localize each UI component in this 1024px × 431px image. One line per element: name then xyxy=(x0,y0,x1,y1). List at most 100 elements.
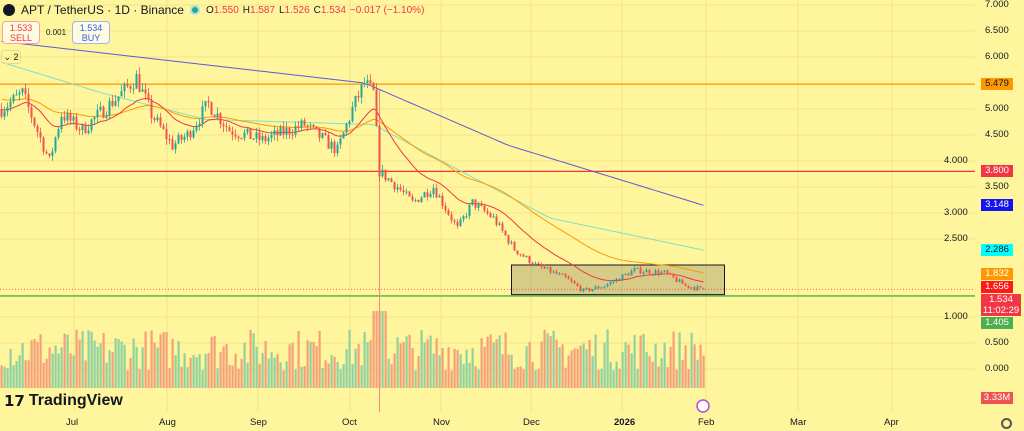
candle-body xyxy=(402,190,405,193)
candle-body xyxy=(333,141,336,154)
volume-bar xyxy=(420,330,423,388)
candle-body xyxy=(648,270,651,274)
volume-bar xyxy=(501,354,504,388)
volume-bar xyxy=(33,338,36,388)
volume-bar xyxy=(348,329,351,388)
volume-bar xyxy=(393,353,396,388)
symbol-title[interactable]: APT / TetherUS · 1D · Binance xyxy=(21,3,184,17)
candle-body xyxy=(99,106,102,110)
volume-bar xyxy=(435,338,438,388)
candle-body xyxy=(270,134,273,139)
candle-body xyxy=(450,214,453,221)
volume-bar xyxy=(429,335,432,388)
candle-body xyxy=(672,273,675,278)
volume-bar xyxy=(384,311,387,388)
candle-body xyxy=(3,111,6,117)
y-axis-tick: 3.000 xyxy=(944,207,968,218)
buy-button[interactable]: 1.534 BUY xyxy=(72,21,111,44)
volume-bar xyxy=(132,338,135,388)
sell-label: SELL xyxy=(9,33,33,43)
candle-body xyxy=(252,138,255,140)
volume-bar xyxy=(225,343,228,388)
candle-body xyxy=(510,242,513,244)
candle-body xyxy=(663,270,666,272)
volume-bar xyxy=(213,336,216,388)
candle-body xyxy=(84,124,87,134)
volume-bar xyxy=(27,360,30,388)
volume-bar xyxy=(546,333,549,388)
candle-body xyxy=(285,127,288,135)
candle-body xyxy=(513,242,516,251)
x-axis-tick: Nov xyxy=(433,417,450,428)
volume-bar xyxy=(180,366,183,388)
volume-bar xyxy=(660,358,663,388)
trade-panel: 1.533 SELL 0.001 1.534 BUY xyxy=(2,21,111,44)
volume-bar xyxy=(423,342,426,388)
candle-body xyxy=(420,197,423,203)
indicators-collapse-button[interactable]: ⌄ 2 xyxy=(1,50,21,64)
x-axis-tick: Apr xyxy=(884,417,899,428)
candle-body xyxy=(516,250,519,255)
candle-body xyxy=(456,221,459,226)
candle-body xyxy=(696,286,699,290)
candle-body xyxy=(123,83,126,92)
volume-bar xyxy=(30,340,33,388)
volume-bar xyxy=(255,347,258,388)
candle-body xyxy=(303,120,306,126)
candle-body xyxy=(504,230,507,236)
volume-bar xyxy=(699,344,702,388)
volume-bar xyxy=(84,360,87,388)
volume-bar xyxy=(693,344,696,388)
volume-bar xyxy=(129,358,132,388)
candle-body xyxy=(312,124,315,127)
candle-body xyxy=(48,153,51,156)
volume-bar xyxy=(663,342,666,388)
candle-body xyxy=(249,128,252,140)
tradingview-logo[interactable]: 𝟭𝟳 TradingView xyxy=(4,392,123,410)
volume-bar xyxy=(120,341,123,388)
volume-bar xyxy=(138,369,141,388)
candle-body xyxy=(324,133,327,136)
candle-body xyxy=(153,118,156,121)
volume-bar xyxy=(105,362,108,388)
close-value: 1.534 xyxy=(320,4,346,16)
volume-bar xyxy=(207,352,210,388)
candle-body xyxy=(642,272,645,274)
candle-body xyxy=(636,267,639,269)
volume-bar xyxy=(357,344,360,388)
candle-body xyxy=(486,210,489,214)
indicators-count: 2 xyxy=(13,52,19,62)
candle-body xyxy=(132,88,135,90)
candle-body xyxy=(201,106,204,124)
tv-logo-icon: 𝟭𝟳 xyxy=(4,393,25,410)
sell-button[interactable]: 1.533 SELL xyxy=(2,21,40,44)
volume-bar xyxy=(54,345,57,388)
candle-body xyxy=(342,132,345,139)
flash-icon[interactable] xyxy=(696,399,710,413)
candle-body xyxy=(378,126,381,177)
volume-bar xyxy=(564,367,567,388)
volume-bar xyxy=(417,356,420,388)
sell-price: 1.533 xyxy=(9,23,33,33)
volume-bar xyxy=(228,364,231,388)
volume-bar xyxy=(438,355,441,388)
volume-bar xyxy=(645,351,648,388)
candle-body xyxy=(54,137,57,152)
candle-body xyxy=(294,125,297,135)
candle-body xyxy=(93,117,96,120)
volume-bar xyxy=(123,344,126,388)
volume-bar xyxy=(354,348,357,388)
price-tag: 1.656 xyxy=(981,280,1013,293)
volume-bar xyxy=(165,331,168,388)
candle-body xyxy=(591,289,594,291)
candle-body xyxy=(531,263,534,265)
settings-gear-icon[interactable] xyxy=(1001,418,1012,429)
volume-bar xyxy=(459,354,462,388)
candle-body xyxy=(564,274,567,277)
market-status-icon[interactable] xyxy=(189,5,200,15)
candle-body xyxy=(363,82,366,85)
candle-body xyxy=(597,286,600,289)
volume-bar xyxy=(603,342,606,388)
candle-body xyxy=(90,119,93,131)
